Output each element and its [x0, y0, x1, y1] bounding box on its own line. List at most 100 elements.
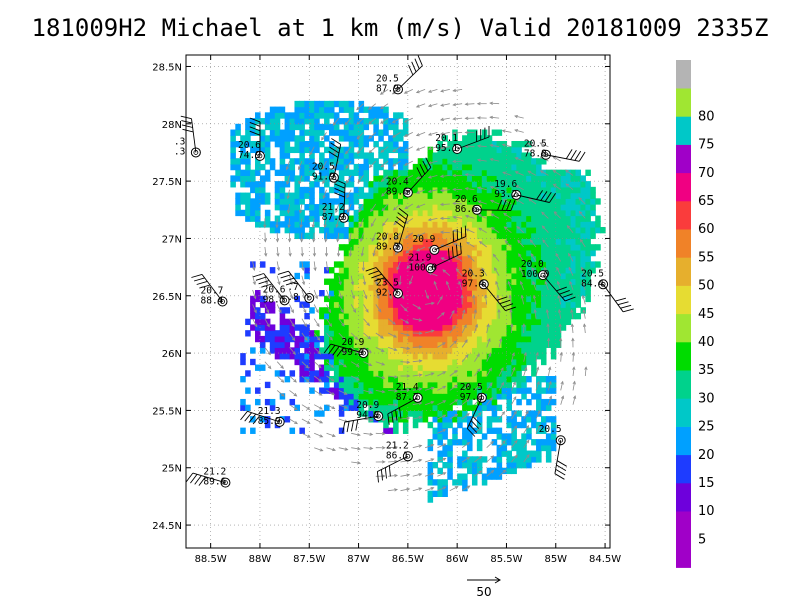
field-cell: [388, 244, 394, 251]
field-cell: [338, 169, 345, 176]
field-cell: [398, 209, 404, 217]
field-cell: [393, 261, 399, 268]
field-cell: [570, 215, 577, 222]
wind-vector: [558, 295, 562, 305]
field-cell: [398, 410, 404, 417]
field-cell: [259, 181, 266, 188]
field-cell: [565, 267, 572, 274]
wind-vector-head: [501, 411, 506, 415]
wind-barb-shaft: [397, 214, 409, 248]
field-cell: [259, 129, 266, 136]
wind-barb-flag: [330, 142, 341, 150]
field-cell: [526, 324, 532, 331]
field-cell: [580, 255, 586, 262]
field-cell: [368, 295, 374, 303]
station-pressure-label: 100.0: [521, 269, 550, 280]
wind-vector: [440, 203, 450, 205]
field-cell: [476, 347, 483, 354]
station-temp-label: 20.9: [356, 400, 379, 411]
field-cell: [491, 467, 498, 475]
field-cell: [471, 358, 478, 366]
field-cell: [506, 450, 512, 457]
wind-vector: [392, 146, 401, 152]
wind-vector-head: [486, 323, 490, 328]
field-cell: [373, 198, 379, 205]
field-cell: [467, 341, 473, 348]
field-cell: [402, 353, 409, 360]
field-cell: [309, 135, 315, 142]
wind-vector: [440, 189, 450, 191]
wind-barb-flag: [328, 151, 339, 158]
wind-vector-head: [266, 309, 270, 314]
wind-vector: [351, 447, 361, 450]
field-cell: [447, 416, 453, 423]
field-cell: [328, 307, 335, 314]
wind-vector: [394, 232, 401, 240]
field-cell: [437, 439, 443, 446]
field-cell: [373, 381, 379, 389]
field-cell: [496, 364, 503, 371]
field-cell: [348, 255, 355, 262]
field-cell: [284, 204, 291, 211]
field-cell: [398, 353, 404, 360]
wind-barb-flag: [549, 193, 556, 203]
field-cell: [467, 312, 473, 320]
field-cell: [516, 421, 522, 429]
station-marker: 20.397.4: [462, 268, 516, 312]
field-cell: [496, 186, 503, 194]
field-cell: [373, 307, 379, 314]
colorbar-label: 80: [698, 109, 715, 124]
wind-vector-head: [452, 243, 457, 247]
field-cell: [343, 301, 350, 308]
field-cell: [333, 272, 340, 280]
field-cell: [437, 215, 443, 222]
field-cell: [353, 198, 360, 205]
field-cell: [402, 261, 409, 268]
field-cell: [309, 353, 315, 360]
wind-vector-head: [277, 281, 281, 286]
wind-vector-head: [472, 294, 476, 299]
field-cell: [590, 204, 596, 211]
field-cell: [442, 479, 448, 486]
wind-vector-head: [357, 433, 361, 437]
field-cell: [333, 158, 340, 165]
field-cell: [378, 209, 384, 217]
field-cell: [284, 341, 291, 348]
field-cell: [526, 456, 532, 463]
field-cell: [412, 175, 419, 182]
field-cell: [570, 169, 577, 176]
field-cell: [486, 301, 493, 308]
field-cell: [467, 146, 473, 154]
field-cell: [343, 249, 350, 257]
wind-vector: [424, 458, 434, 463]
y-tick-label: 27.5N: [152, 177, 182, 188]
field-cell: [467, 433, 473, 440]
field-cell: [442, 255, 448, 262]
field-cell: [328, 198, 335, 205]
field-cell: [343, 324, 350, 331]
field-cell: [550, 209, 557, 217]
field-cell: [447, 192, 453, 199]
field-cell: [358, 358, 365, 366]
field-cell: [353, 318, 360, 326]
field-cell: [452, 393, 458, 400]
field-cell: [319, 106, 325, 113]
wind-vector: [486, 368, 492, 377]
field-cell: [358, 301, 365, 308]
field-cell: [550, 416, 557, 423]
field-cell: [343, 364, 350, 371]
field-cell: [511, 462, 517, 469]
field-cell: [471, 381, 478, 389]
field-cell: [319, 353, 325, 360]
field-cell: [521, 267, 527, 274]
field-cell: [427, 307, 434, 314]
field-cell: [314, 135, 320, 142]
field-cell: [383, 244, 389, 251]
field-cell: [378, 221, 384, 228]
field-cell: [457, 215, 463, 222]
field-cell: [467, 387, 473, 394]
field-cell: [531, 307, 537, 314]
colorbar-label: 70: [698, 166, 715, 181]
wind-vector: [412, 304, 421, 310]
field-cell: [427, 221, 434, 228]
